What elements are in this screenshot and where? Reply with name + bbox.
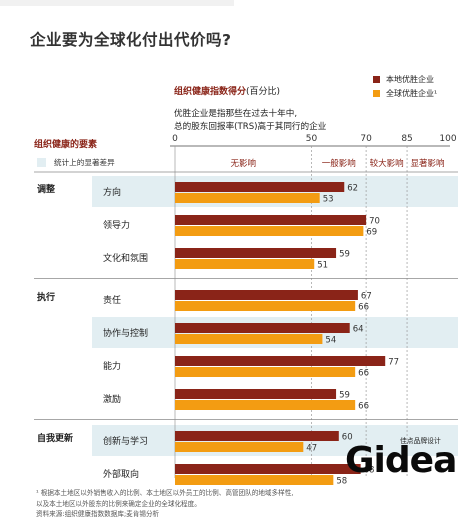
category-label: 协作与控制 [103, 327, 148, 339]
zone-label: 显著影响 [411, 158, 445, 169]
x-tick-label: 85 [401, 134, 412, 144]
legend: 本地优胜企业 全球优胜企业¹ [373, 72, 437, 100]
category-label: 能力 [103, 360, 121, 372]
data-label-global: 69 [366, 228, 377, 238]
zone-label: 无影响 [230, 158, 256, 169]
bar-global [175, 226, 364, 236]
data-label-local: 77 [388, 358, 399, 368]
group-label: 调整 [37, 183, 55, 195]
data-label-global: 66 [358, 402, 369, 412]
category-label: 激励 [103, 393, 121, 405]
data-label-global: 66 [358, 303, 369, 313]
category-label: 责任 [103, 294, 121, 306]
bar-local [175, 182, 345, 192]
logo-tagline: 佳点品牌设计 [400, 437, 441, 445]
bar-global [175, 367, 356, 377]
page-title: 企业要为全球化付出代价吗? [30, 31, 232, 49]
bar-local [175, 215, 367, 225]
data-label-global: 54 [325, 336, 336, 346]
data-label-global: 58 [336, 477, 347, 487]
significance-note: 统计上的显著差异 [37, 157, 115, 168]
data-label-global: 53 [323, 195, 334, 205]
x-tick-label: 0 [172, 134, 178, 144]
legend-swatch-global [373, 89, 380, 97]
top-strip [0, 0, 234, 6]
logo-wordmark: Gidea [345, 440, 457, 481]
legend-label-global: 全球优胜企业¹ [386, 88, 438, 98]
data-label-local: 68 [364, 466, 375, 476]
data-label-local: 59 [339, 250, 350, 260]
group-label: 执行 [37, 291, 55, 303]
footnote-line-1: ¹ 根据本土地区以外销售收入的比例、本土地区以外员工的比例、高管团队的地域多样性… [36, 489, 294, 497]
legend-swatch-local [373, 75, 380, 83]
bar-local [175, 356, 386, 366]
significance-swatch [37, 158, 46, 167]
bar-local [175, 464, 361, 474]
bar-global [175, 334, 323, 344]
bar-local [175, 290, 358, 300]
data-label-global: 47 [306, 444, 317, 454]
zone-label: 较大影响 [370, 158, 404, 169]
significance-label: 统计上的显著差异 [54, 158, 115, 167]
data-label-local: 59 [339, 391, 350, 401]
legend-item-global: 全球优胜企业¹ [373, 86, 437, 100]
footnote-line-3: 资料来源:组织健康指数数据库;麦肯锡分析 [36, 510, 160, 519]
legend-item-local: 本地优胜企业 [373, 72, 437, 86]
x-tick-label: 50 [306, 134, 318, 144]
group-label: 自我更新 [37, 432, 73, 444]
x-tick-label: 70 [360, 134, 372, 144]
bar-global [175, 400, 356, 410]
bar-local [175, 389, 337, 399]
chart-description: 优胜企业是指那些在过去十年中, 总的股东回报率(TRS)高于其同行的企业 [174, 108, 326, 133]
subtitle-unit: (百分比) [246, 87, 281, 97]
elements-header: 组织健康的要素 [34, 140, 98, 150]
bar-global [175, 259, 315, 269]
brand-logo: 佳点品牌设计 Gidea [345, 435, 470, 485]
bar-local [175, 248, 337, 258]
bar-global [175, 301, 356, 311]
category-label: 方向 [103, 186, 121, 198]
description-line-2: 总的股东回报率(TRS)高于其同行的企业 [174, 121, 327, 132]
data-label-global: 51 [317, 261, 328, 271]
data-label-global: 66 [358, 369, 369, 379]
chart-subtitle: 组织健康指数得分(百分比) [174, 84, 280, 97]
bar-global [175, 442, 304, 452]
data-label-local: 64 [353, 325, 364, 335]
bar-global [175, 475, 334, 485]
bar-global [175, 193, 320, 203]
footnote: ¹ 根据本土地区以外销售收入的比例、本土地区以外员工的比例、高管团队的地域多样性… [36, 488, 293, 520]
bar-local [175, 323, 350, 333]
data-label-local: 60 [342, 433, 353, 443]
category-label: 领导力 [103, 219, 130, 231]
x-tick-label: 100 [439, 134, 456, 144]
description-line-1: 优胜企业是指那些在过去十年中, [174, 109, 298, 119]
footnote-line-2: 以及本土地区以外股东的比例来确定企业的全球化程度。 [36, 499, 201, 508]
zone-label: 一般影响 [322, 158, 356, 169]
subtitle-strong: 组织健康指数得分 [174, 87, 247, 97]
category-label: 外部取向 [103, 468, 139, 480]
bar-local [175, 431, 339, 441]
category-label: 创新与学习 [103, 435, 148, 447]
data-label-local: 62 [347, 184, 358, 194]
category-label: 文化和氛围 [103, 252, 148, 264]
data-label-local: 70 [369, 217, 380, 227]
data-label-local: 67 [361, 292, 372, 302]
legend-label-local: 本地优胜企业 [386, 74, 434, 84]
